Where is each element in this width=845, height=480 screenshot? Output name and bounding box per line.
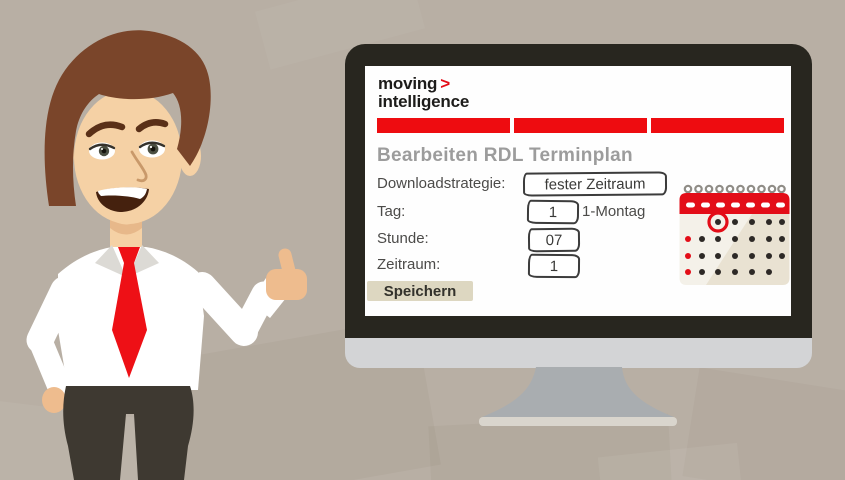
right-arm: [188, 272, 286, 346]
field-label-tag: Tag:: [377, 203, 406, 220]
tag-note: 1-Montag: [582, 203, 646, 220]
neck: [110, 218, 142, 253]
eyes: [88, 140, 166, 160]
field-label-downloadstrategie: Downloadstrategie:: [377, 175, 506, 192]
mouth: [96, 187, 149, 212]
tie: [112, 247, 147, 378]
downloadstrategie-input[interactable]: fester Zeitraum: [522, 171, 668, 197]
downloadstrategie-value: fester Zeitraum: [544, 175, 646, 193]
collar: [95, 245, 159, 277]
stunde-input[interactable]: 07: [527, 227, 581, 253]
logo-word2: intelligence: [378, 92, 470, 111]
character-illustration: [26, 30, 307, 480]
monitor-base: [479, 417, 677, 426]
monitor-screen: moving > intelligence Bearbeiten RDL Term…: [365, 66, 791, 316]
left-eyebrow: [85, 121, 126, 138]
head: [44, 30, 211, 224]
calendar-icon: [679, 184, 790, 285]
nav-item-2[interactable]: [514, 118, 647, 133]
monitor-chin: [345, 338, 812, 368]
nav-item-3[interactable]: [651, 118, 784, 133]
zeitraum-input[interactable]: 1: [527, 253, 581, 279]
nose: [130, 150, 148, 183]
right-eyebrow: [135, 119, 169, 133]
tag-value: 1: [548, 203, 558, 221]
left-hand: [42, 387, 66, 413]
stunde-value: 07: [545, 231, 563, 249]
hair: [44, 30, 211, 207]
calendar-marked-day: [707, 211, 729, 233]
logo: moving > intelligence: [378, 75, 469, 111]
monitor-stand: [482, 367, 674, 417]
save-button[interactable]: Speichern: [367, 281, 473, 301]
nav-item-1[interactable]: [377, 118, 510, 133]
field-label-zeitraum: Zeitraum:: [377, 256, 441, 273]
field-label-stunde: Stunde:: [377, 230, 429, 247]
zeitraum-value: 1: [549, 257, 559, 275]
logo-chevron-icon: >: [440, 74, 450, 93]
page-title: Bearbeiten RDL Terminplan: [377, 145, 633, 166]
thumbs-up-hand: [266, 248, 307, 300]
pants: [63, 386, 194, 480]
tag-input[interactable]: 1: [526, 199, 580, 225]
nav-bar-row: [377, 118, 784, 133]
logo-word1: moving: [378, 74, 438, 93]
